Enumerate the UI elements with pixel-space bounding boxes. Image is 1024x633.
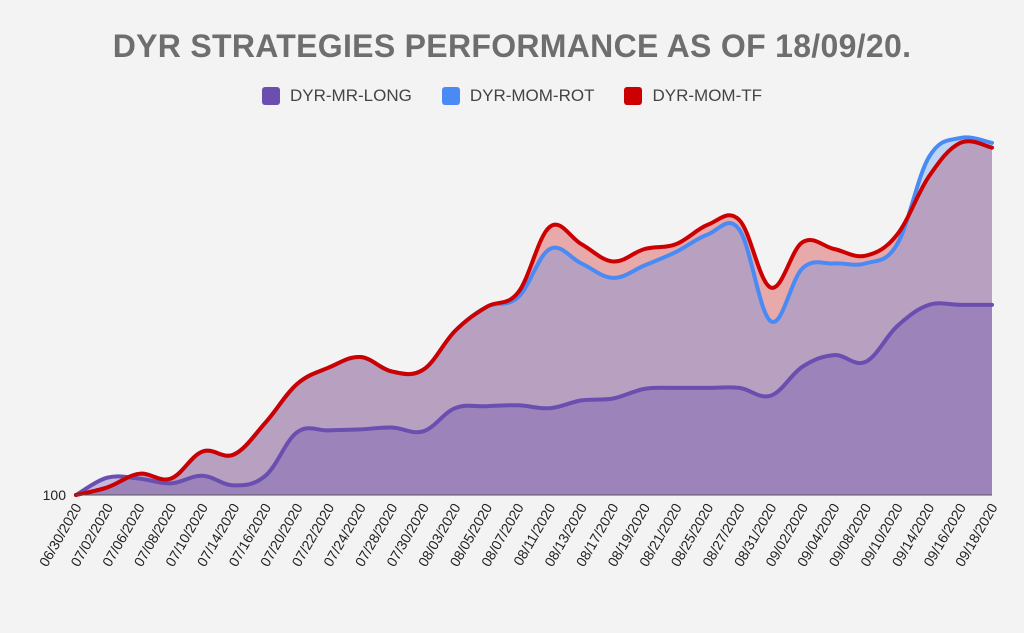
legend-label-mr-long: DYR-MR-LONG [289, 86, 412, 105]
line-dyr-mom-tf [74, 139, 994, 497]
line-dyr-mr-long [74, 301, 994, 497]
legend-swatch-mom-rot [441, 87, 460, 105]
legend: DYR-MR-LONG DYR-MOM-ROT DYR-MOM-TF [0, 86, 1024, 106]
legend-label-mom-rot: DYR-MOM-ROT [469, 86, 595, 105]
series-areas [76, 137, 992, 496]
area-dyr-mom-rot [76, 137, 992, 495]
series-lines [74, 135, 994, 497]
chart-title: DYR STRATEGIES PERFORMANCE AS OF 18/09/2… [112, 28, 912, 64]
legend-swatch-mom-tf [624, 87, 643, 105]
y-tick-label: 100 [43, 487, 67, 503]
legend-label-mom-tf: DYR-MOM-TF [652, 86, 763, 105]
legend-item-mr-long: DYR-MR-LONG [261, 86, 412, 106]
legend-item-mom-tf: DYR-MOM-TF [624, 86, 762, 106]
area-dyr-mr-long [76, 303, 992, 495]
legend-item-mom-rot: DYR-MOM-ROT [441, 86, 595, 106]
area-dyr-mom-tf [76, 141, 992, 496]
x-tick-labels: 06/30/202007/02/202007/06/202007/08/2020… [36, 500, 1001, 569]
legend-swatch-mr-long [261, 87, 280, 105]
